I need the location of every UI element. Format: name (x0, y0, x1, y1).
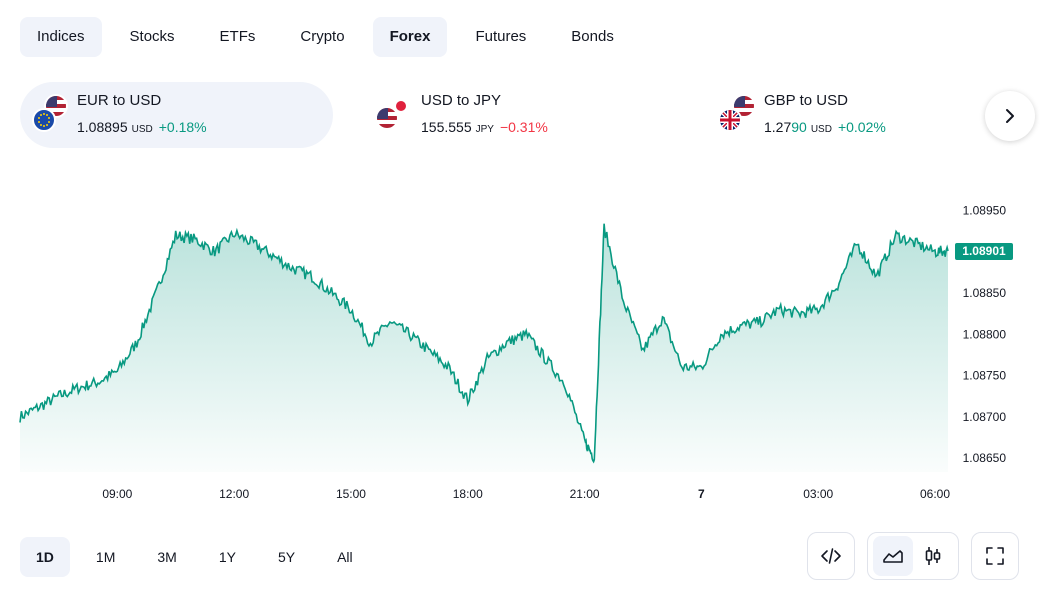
area-chart-button[interactable] (873, 536, 913, 576)
symbol-price: 1.27 (764, 119, 792, 135)
tab-bonds[interactable]: Bonds (571, 28, 614, 45)
symbol-price: 1.08895 (77, 119, 128, 135)
x-tick-label: 21:00 (570, 487, 600, 501)
price-chart-svg: 1.089501.089001.088501.088001.087501.087… (19, 204, 1013, 501)
y-tick-label: 1.08800 (963, 327, 1007, 341)
price-line (19, 223, 949, 464)
symbol-strip: EUR to USD 1.08895 USD +0.18% USD to JPY 1… (20, 82, 1035, 148)
chevron-right-icon (1006, 109, 1014, 123)
x-tick-label: 18:00 (453, 487, 483, 501)
next-symbols-button[interactable] (985, 91, 1035, 141)
symbol-unit: USD (131, 124, 153, 135)
symbol-card-gbpusd[interactable]: GBP to USD 1.2790 USD +0.02% (706, 82, 976, 148)
range-all-button[interactable]: All (337, 549, 353, 565)
tab-stocks[interactable]: Stocks (129, 28, 175, 45)
symbol-price-tail: 90 (791, 119, 807, 135)
code-icon (821, 548, 841, 564)
range-selector: 1D 1M 3M 1Y 5Y All (20, 537, 379, 577)
candlestick-chart-button[interactable] (913, 536, 953, 576)
y-tick-label: 1.08950 (963, 204, 1007, 218)
range-1m-button[interactable]: 1M (95, 549, 116, 565)
tab-indices[interactable]: Indices (20, 17, 102, 57)
price-area-fill (20, 223, 948, 472)
y-tick-label: 1.08650 (963, 451, 1007, 465)
symbol-price: 155.555 (421, 119, 472, 135)
range-3m-button[interactable]: 3M (157, 549, 177, 565)
symbol-name: EUR to USD (77, 92, 162, 109)
symbol-change: −0.31% (499, 119, 548, 135)
range-1d-button[interactable]: 1D (20, 537, 70, 577)
x-tick-label: 06:00 (920, 487, 950, 501)
last-price-badge (955, 243, 1013, 261)
candlestick-icon (925, 547, 941, 565)
symbol-change: +0.02% (837, 119, 886, 135)
symbol-quote: 1.2790 USD +0.02% (764, 119, 886, 135)
chart-style-toggle (867, 532, 959, 580)
symbol-change: +0.18% (158, 119, 207, 135)
symbol-quote: 155.555 JPY −0.31% (421, 119, 548, 135)
market-category-tabs: Indices Stocks ETFs Crypto Forex Futures… (20, 17, 642, 57)
x-tick-label: 7 (698, 487, 705, 501)
y-tick-label: 1.08850 (963, 286, 1007, 300)
symbol-card-usdjpy[interactable]: USD to JPY 155.555 JPY −0.31% (363, 82, 663, 148)
x-tick-label: 15:00 (336, 487, 366, 501)
tab-forex[interactable]: Forex (372, 17, 448, 57)
embed-button-group (807, 532, 855, 580)
fullscreen-button-group (971, 532, 1019, 580)
tab-futures[interactable]: Futures (475, 28, 527, 45)
gbp-usd-flags-icon (718, 94, 758, 136)
x-tick-label: 12:00 (219, 487, 249, 501)
y-tick-label: 1.08700 (963, 410, 1007, 424)
tab-crypto[interactable]: Crypto (300, 28, 345, 45)
embed-button[interactable] (811, 536, 851, 576)
price-chart[interactable]: 1.089501.089001.088501.088001.087501.087… (0, 160, 1040, 510)
range-5y-button[interactable]: 5Y (277, 549, 296, 565)
range-1y-button[interactable]: 1Y (218, 549, 236, 565)
area-chart-icon (883, 550, 903, 563)
eur-usd-flags-icon (32, 94, 72, 136)
fullscreen-icon (986, 547, 1004, 565)
fullscreen-button[interactable] (975, 536, 1015, 576)
symbol-quote: 1.08895 USD +0.18% (77, 119, 207, 135)
symbol-card-eurusd[interactable]: EUR to USD 1.08895 USD +0.18% (20, 82, 333, 148)
symbol-name: USD to JPY (421, 92, 502, 109)
x-tick-label: 03:00 (803, 487, 833, 501)
symbol-unit: USD (810, 124, 832, 135)
symbol-name: GBP to USD (764, 92, 848, 109)
last-price-label: 1.08901 (962, 244, 1006, 258)
tab-etfs[interactable]: ETFs (219, 28, 256, 45)
usd-jpy-flags-icon (375, 94, 415, 136)
y-tick-label: 1.08750 (963, 369, 1007, 383)
symbol-unit: JPY (475, 124, 494, 135)
x-tick-label: 09:00 (102, 487, 132, 501)
